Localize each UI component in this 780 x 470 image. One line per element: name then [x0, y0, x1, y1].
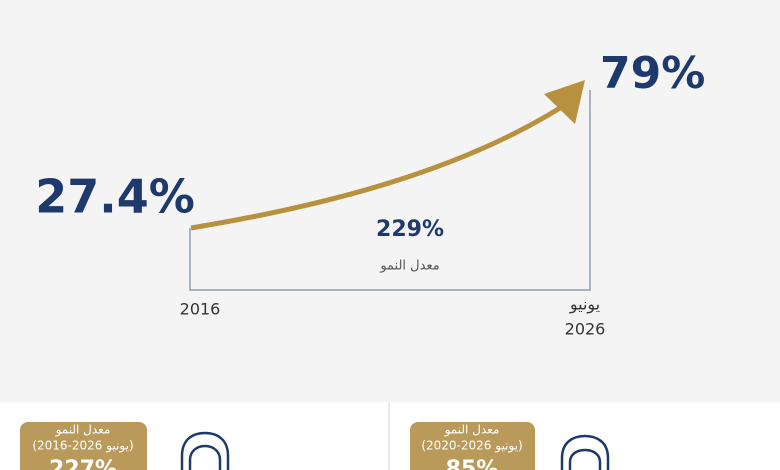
rate-label: معدل النمو [379, 259, 439, 274]
card-label: معدل النمو [55, 423, 111, 438]
top-panel [0, 0, 780, 402]
end-year: 2026 [565, 320, 606, 339]
end-value: 79% [600, 48, 705, 99]
card-badge [20, 422, 147, 470]
card-value: 85% [446, 457, 499, 470]
person-icon [560, 434, 610, 470]
axis-lines [189, 90, 591, 291]
arrow-head [544, 80, 585, 124]
card-value: 227% [49, 457, 117, 470]
card-period: (2016-يونيو 2026) [32, 439, 133, 454]
card-badge [410, 422, 535, 470]
growth-curve [190, 105, 562, 231]
end-month: يونيو [569, 295, 600, 315]
start-value: 27.4% [35, 170, 195, 224]
card-period: (2020-يونيو 2026) [421, 439, 522, 454]
person-icon [180, 431, 230, 470]
rate-value: 229% [376, 217, 444, 242]
start-year: 2016 [180, 300, 221, 319]
card-label: معدل النمو [444, 423, 500, 438]
